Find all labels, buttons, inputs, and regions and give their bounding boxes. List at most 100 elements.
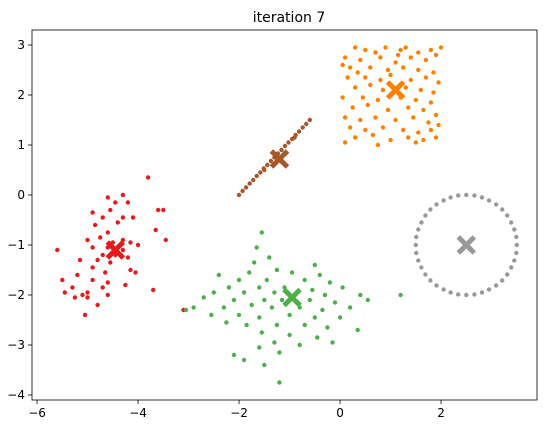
point-cluster-4-6	[274, 267, 280, 273]
point-cluster-5-6	[500, 207, 505, 212]
point-cluster-1-51	[105, 292, 111, 298]
point-cluster-4-3	[267, 255, 272, 260]
point-cluster-2-72	[340, 62, 345, 68]
point-cluster-1-15	[105, 230, 111, 235]
point-cluster-5-24	[419, 265, 424, 270]
point-cluster-5-21	[413, 242, 418, 248]
point-cluster-1-35	[128, 267, 133, 273]
centroid-marker-cluster-3	[269, 149, 290, 169]
point-cluster-1-42	[70, 285, 75, 290]
point-cluster-4-64	[183, 307, 189, 313]
point-cluster-1-39	[60, 277, 65, 283]
point-cluster-1-6	[161, 207, 166, 213]
point-cluster-1-49	[72, 295, 78, 300]
point-cluster-2-17	[347, 65, 353, 70]
point-cluster-2-13	[393, 60, 398, 65]
point-cluster-4-30	[307, 297, 312, 303]
point-cluster-1-27	[135, 242, 141, 248]
point-cluster-4-5	[252, 260, 257, 265]
point-cluster-5-26	[428, 278, 433, 283]
point-cluster-5-35	[493, 283, 499, 288]
point-cluster-2-52	[411, 115, 416, 120]
point-cluster-4-38	[320, 307, 325, 313]
point-cluster-4-39	[347, 305, 353, 310]
point-cluster-2-29	[436, 80, 441, 85]
point-cluster-1-37	[133, 270, 138, 275]
point-cluster-1-40	[90, 277, 95, 283]
point-cluster-2-34	[418, 87, 423, 93]
y-tick-label: −3	[7, 338, 25, 352]
point-cluster-2-30	[353, 85, 358, 90]
point-cluster-4-44	[312, 315, 317, 320]
point-cluster-4-53	[287, 332, 292, 338]
points-layer	[55, 45, 519, 385]
point-cluster-2-28	[423, 75, 429, 80]
point-cluster-5-16	[428, 207, 433, 212]
point-cluster-3-1	[236, 192, 242, 198]
point-cluster-1-45	[85, 290, 90, 295]
point-cluster-1-31	[77, 257, 83, 263]
point-cluster-1-52	[95, 302, 100, 308]
point-cluster-5-17	[423, 213, 428, 218]
point-cluster-2-20	[401, 65, 406, 70]
point-cluster-1-11	[120, 215, 126, 220]
point-cluster-1-54	[82, 312, 88, 318]
centroid-marker-cluster-4	[282, 287, 302, 308]
point-cluster-1-29	[100, 252, 105, 258]
point-cluster-5-28	[441, 287, 446, 292]
point-cluster-4-26	[201, 295, 206, 300]
point-cluster-4-59	[231, 352, 237, 358]
point-cluster-4-41	[236, 312, 242, 318]
point-cluster-2-21	[416, 67, 421, 73]
point-cluster-5-37	[505, 272, 510, 277]
y-tick-label: −1	[7, 238, 25, 252]
point-cluster-3-18	[296, 129, 302, 134]
point-cluster-4-45	[337, 315, 343, 320]
point-cluster-2-9	[438, 45, 444, 50]
point-cluster-5-19	[416, 227, 421, 232]
point-cluster-2-26	[388, 72, 393, 78]
point-cluster-4-10	[247, 270, 252, 275]
centroid-marker-cluster-5	[456, 235, 477, 255]
point-cluster-5-36	[500, 278, 505, 283]
point-cluster-4-24	[322, 292, 328, 298]
point-cluster-4-28	[262, 297, 267, 303]
point-cluster-5-12	[456, 193, 461, 198]
point-cluster-3-6	[254, 173, 259, 179]
point-cluster-2-3	[373, 50, 378, 55]
point-cluster-2-11	[358, 57, 363, 63]
point-cluster-1-7	[90, 210, 95, 215]
point-cluster-2-5	[398, 47, 403, 53]
point-cluster-5-27	[434, 283, 439, 288]
point-cluster-2-67	[375, 142, 381, 148]
point-cluster-2-7	[416, 50, 421, 55]
point-cluster-2-44	[385, 107, 391, 113]
point-cluster-4-56	[297, 342, 302, 348]
point-cluster-5-10	[472, 193, 477, 198]
point-cluster-2-46	[421, 107, 426, 113]
point-cluster-5-25	[423, 272, 428, 277]
point-cluster-3-19	[300, 125, 305, 130]
point-cluster-4-55	[272, 340, 277, 345]
point-cluster-1-32	[95, 257, 100, 263]
point-cluster-5-9	[479, 195, 485, 200]
chart-title: iteration 7	[253, 10, 326, 26]
x-tick-label: 0	[336, 406, 344, 420]
point-cluster-2-19	[385, 67, 391, 73]
point-cluster-4-46	[224, 320, 229, 325]
point-cluster-5-15	[434, 202, 439, 207]
point-cluster-2-16	[433, 52, 439, 58]
point-cluster-2-40	[413, 97, 418, 103]
point-cluster-4-54	[315, 335, 320, 340]
point-cluster-2-62	[388, 137, 393, 143]
point-cluster-4-16	[257, 285, 262, 290]
point-cluster-2-71	[395, 52, 401, 58]
point-cluster-2-49	[358, 117, 363, 123]
point-cluster-2-41	[428, 100, 434, 105]
point-cluster-3-7	[258, 170, 263, 175]
point-cluster-2-31	[368, 82, 373, 88]
point-cluster-2-57	[401, 127, 406, 133]
point-cluster-1-1	[145, 175, 151, 180]
point-cluster-1-16	[153, 227, 158, 233]
point-cluster-2-54	[347, 125, 353, 130]
